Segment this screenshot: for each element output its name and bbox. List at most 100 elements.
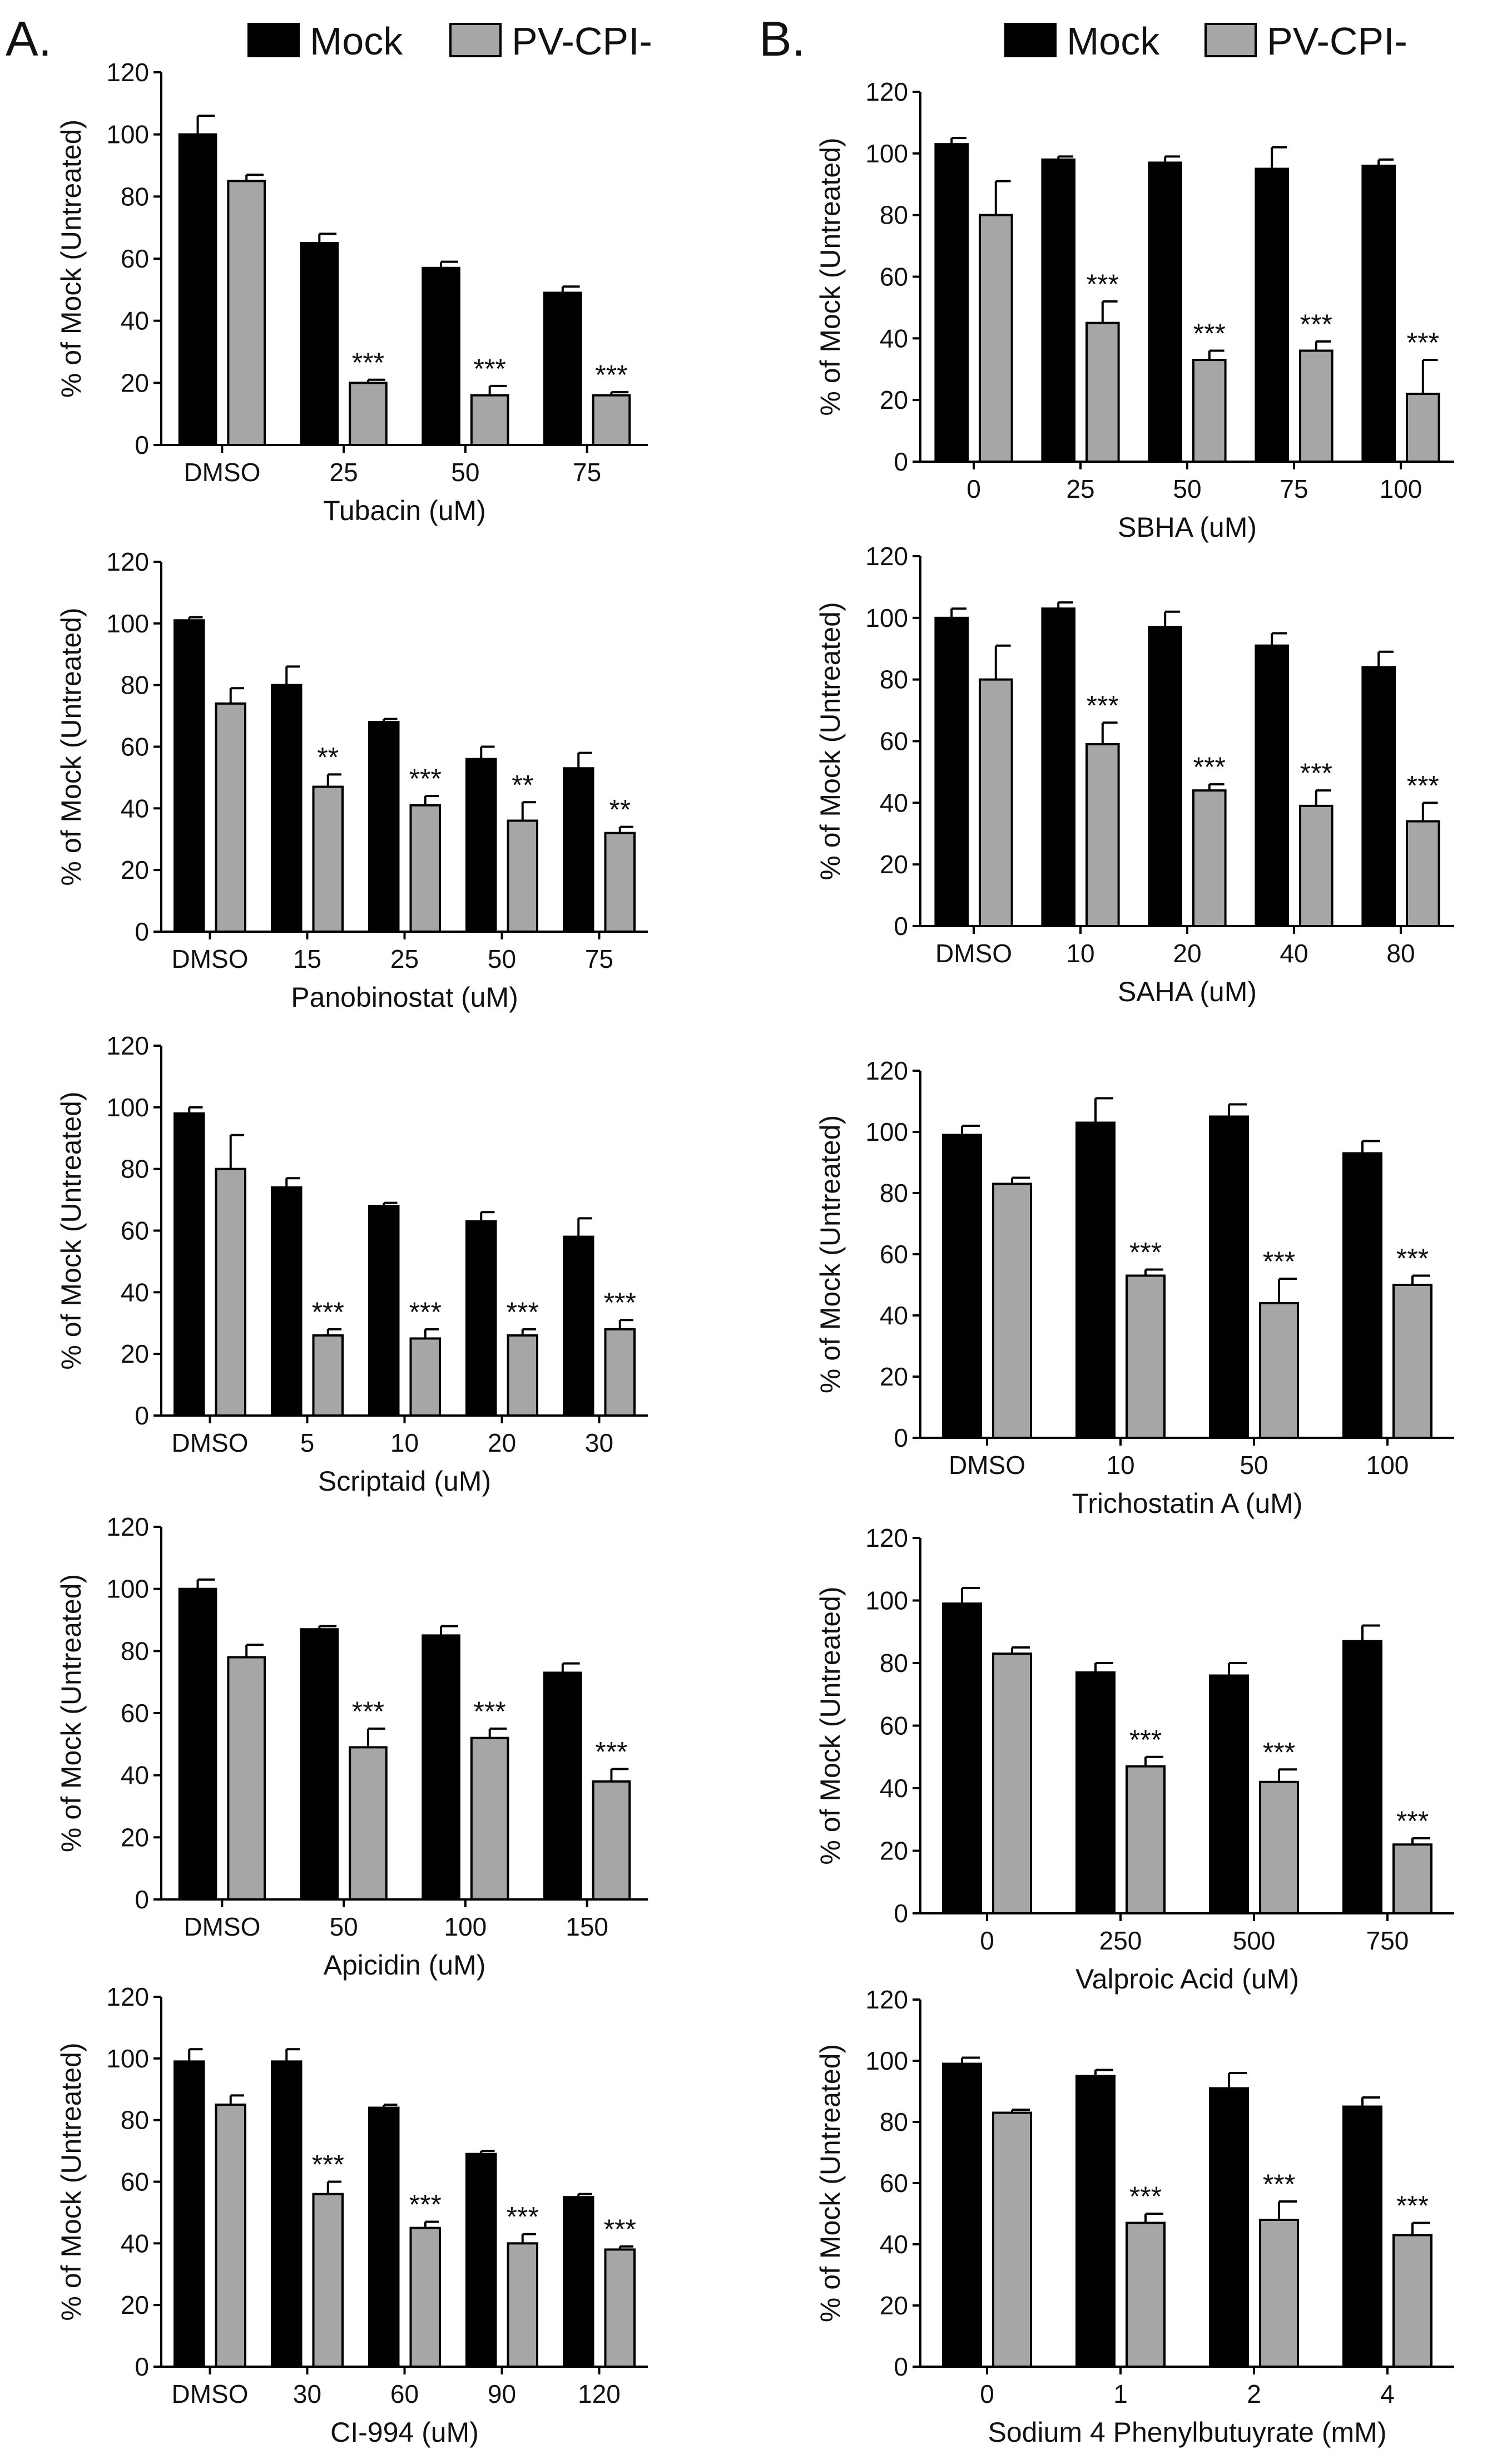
significance-stars: ***: [595, 1736, 627, 1768]
y-tick-label: 80: [121, 1636, 149, 1665]
y-tick-label: 100: [865, 2046, 908, 2075]
bar-pv-cpi: [1392, 2234, 1432, 2368]
bar-mock: [368, 2106, 400, 2368]
y-tick-label: 120: [865, 77, 908, 106]
bar-pv-cpi: [1392, 1284, 1432, 1439]
bar-mock: [1361, 666, 1396, 927]
x-tick-label: 60: [390, 2379, 419, 2408]
legend-swatch-pv: [1204, 23, 1257, 57]
chart-8: 0 20 40 60 80 100 120 % of Mock (Untreated) Valp…: [815, 1523, 1454, 1995]
bar-mock: [942, 1602, 982, 1914]
x-axis-title: Trichostatin A (uM): [1072, 1488, 1303, 1519]
bar-mock: [174, 619, 205, 933]
x-tick-label: 2: [1247, 2379, 1261, 2408]
significance-stars: **: [512, 769, 533, 800]
bar-pv-cpi: [1406, 820, 1440, 928]
x-axis-title: Tubacin (uM): [323, 495, 486, 526]
significance-stars: ***: [1300, 758, 1332, 789]
bar-pv-cpi: [1126, 1765, 1166, 1914]
x-tick-label: 0: [980, 1926, 994, 1955]
significance-stars: ***: [604, 2214, 636, 2245]
y-tick-label: 80: [880, 201, 908, 230]
y-tick-label: 100: [106, 609, 149, 638]
bar-mock: [271, 684, 303, 933]
x-tick-label: 1: [1113, 2379, 1128, 2408]
significance-stars: ***: [352, 1696, 384, 1727]
bar-pv-cpi: [979, 678, 1013, 927]
y-tick-label: 0: [894, 447, 908, 476]
y-axis-title: % of Mock (Untreated): [815, 2044, 846, 2322]
x-tick-label: DMSO: [935, 939, 1012, 968]
bar-mock: [465, 2153, 497, 2368]
y-tick-label: 20: [121, 1823, 149, 1852]
x-tick-label: 10: [390, 1428, 419, 1457]
bar-pv-cpi: [349, 1746, 388, 1901]
legend-label-pv: PV-CPI-: [512, 19, 652, 63]
bar-mock: [563, 1235, 594, 1417]
x-tick-label: 50: [1240, 1451, 1268, 1480]
y-tick-label: 20: [880, 2291, 908, 2320]
bar-mock: [1041, 158, 1076, 463]
significance-stars: ***: [1396, 1243, 1429, 1274]
bar-mock: [422, 266, 460, 446]
bar-mock: [465, 758, 497, 933]
bar-mock: [563, 767, 594, 933]
bar-mock: [1148, 161, 1182, 463]
bar-mock: [1209, 1115, 1249, 1439]
bar-mock: [300, 1628, 339, 1901]
legend-swatch-pv: [449, 23, 502, 57]
y-tick-label: 80: [880, 665, 908, 694]
significance-stars: ***: [1087, 269, 1119, 300]
significance-stars: ***: [474, 353, 506, 384]
bar-mock: [1075, 2075, 1116, 2368]
y-tick-label: 20: [121, 368, 149, 397]
y-tick-label: 80: [121, 2106, 149, 2135]
panel-label-b: B.: [759, 11, 805, 66]
y-tick-label: 60: [121, 733, 149, 761]
y-axis-title: % of Mock (Untreated): [56, 1091, 87, 1369]
significance-stars: ***: [1263, 1246, 1295, 1277]
significance-stars: ***: [1396, 1805, 1429, 1837]
y-tick-label: 20: [121, 2290, 149, 2319]
chart-3: 0 20 40 60 80 100 120 % of Mock (Untreated) Pano…: [56, 547, 648, 1013]
x-tick-label: 120: [578, 2379, 621, 2408]
bar-pv-cpi: [992, 1182, 1032, 1439]
x-tick-label: DMSO: [172, 2379, 249, 2408]
legend-swatch-mock: [1004, 23, 1057, 57]
y-tick-label: 20: [121, 1339, 149, 1368]
legend-left: Mock PV-CPI-: [247, 19, 652, 63]
x-tick-label: 75: [573, 458, 601, 487]
bar-mock: [1209, 2087, 1249, 2368]
y-tick-label: 40: [121, 2229, 149, 2258]
x-tick-label: 90: [488, 2379, 516, 2408]
y-tick-label: 100: [865, 139, 908, 168]
bar-pv-cpi: [507, 1334, 538, 1417]
x-tick-label: 4: [1380, 2379, 1395, 2408]
bar-mock: [174, 1112, 205, 1417]
bar-mock: [1075, 1121, 1116, 1439]
y-tick-label: 120: [865, 1056, 908, 1085]
x-axis-title: SBHA (uM): [1118, 512, 1257, 543]
bar-mock: [1255, 167, 1289, 463]
y-tick-label: 120: [865, 1985, 908, 2014]
bar-pv-cpi: [992, 2111, 1032, 2368]
bar-mock: [942, 1134, 982, 1439]
significance-stars: ***: [1300, 309, 1332, 340]
bar-mock: [1075, 1671, 1116, 1914]
y-tick-label: 0: [135, 431, 149, 459]
bar-pv-cpi: [1259, 1780, 1299, 1914]
x-tick-label: DMSO: [172, 1428, 249, 1457]
x-tick-label: 100: [444, 1912, 487, 1941]
bar-pv-cpi: [507, 2242, 538, 2368]
y-tick-label: 20: [880, 1837, 908, 1866]
y-tick-label: 40: [880, 1774, 908, 1803]
y-tick-label: 0: [894, 1899, 908, 1928]
y-tick-label: 60: [880, 1711, 908, 1740]
y-tick-label: 0: [135, 917, 149, 946]
legend-label-pv: PV-CPI-: [1267, 19, 1407, 63]
y-tick-label: 120: [865, 1523, 908, 1552]
x-axis-title: Panobinostat (uM): [291, 982, 518, 1013]
